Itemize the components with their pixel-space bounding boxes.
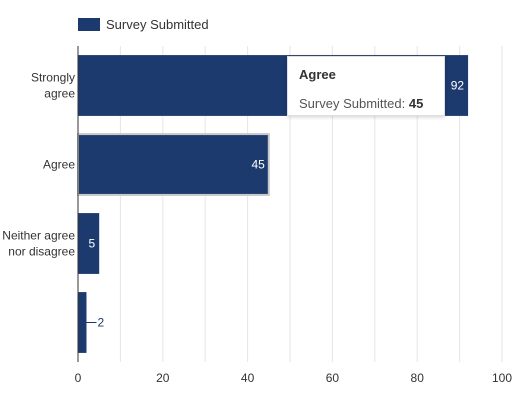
x-tick-label: 100 xyxy=(492,371,512,385)
bar[interactable] xyxy=(77,133,270,196)
data-labels: 92 45 5 2 xyxy=(86,79,464,330)
x-tick-label: 40 xyxy=(241,371,255,385)
bar[interactable] xyxy=(78,292,87,353)
data-label: 2 xyxy=(97,316,104,330)
data-label: 45 xyxy=(251,158,265,172)
category-label: Agree xyxy=(43,158,75,172)
tooltip-row: Survey Submitted: 45 xyxy=(299,96,433,111)
legend-label: Survey Submitted xyxy=(106,17,209,32)
bar[interactable] xyxy=(78,213,100,274)
x-tick-label: 60 xyxy=(326,371,340,385)
data-label: 92 xyxy=(451,79,465,93)
category-labels: Strongly agree Agree Neither agree nor disag… xyxy=(2,71,75,259)
tooltip-series-label: Survey Submitted: xyxy=(299,96,406,111)
tooltip: Agree Survey Submitted: 45 xyxy=(287,56,445,116)
data-label: 5 xyxy=(89,237,96,251)
x-axis-ticks: 0 20 40 60 80 100 xyxy=(75,371,513,385)
legend[interactable]: Survey Submitted xyxy=(78,17,209,32)
tooltip-title: Agree xyxy=(299,67,336,82)
tooltip-value: 45 xyxy=(408,96,424,111)
x-tick-label: 0 xyxy=(75,371,82,385)
x-tick-label: 80 xyxy=(411,371,425,385)
category-label: Neither agree nor disagree xyxy=(2,229,75,259)
category-label: Strongly agree xyxy=(31,71,75,101)
legend-swatch xyxy=(78,18,100,31)
x-tick-label: 20 xyxy=(156,371,170,385)
